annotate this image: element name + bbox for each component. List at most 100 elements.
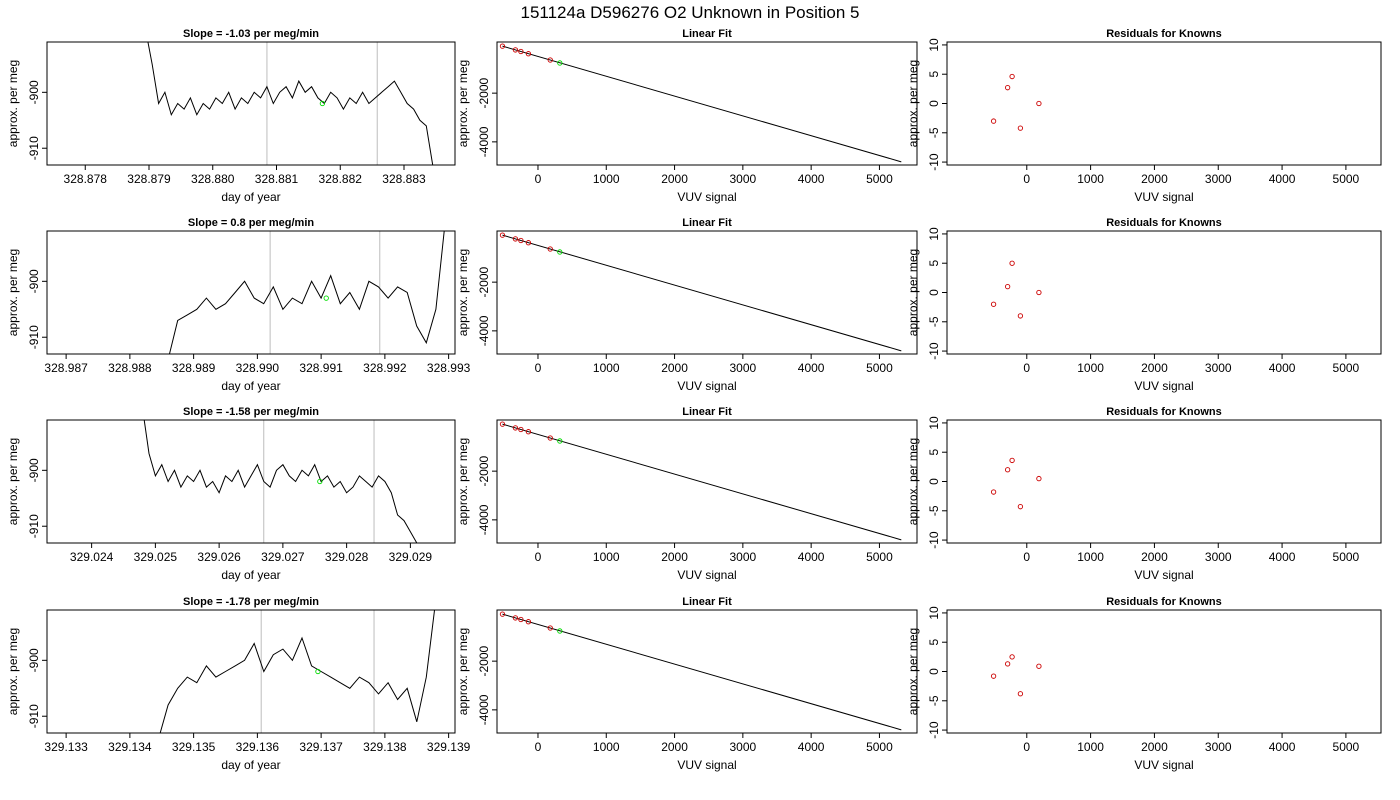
x-axis-label: day of year bbox=[221, 379, 280, 393]
plot-area bbox=[990, 654, 1042, 697]
panels: Slope = -1.03 per meg/min 328.878 328.879 3… bbox=[6, 28, 1382, 772]
y-tick-label: -5 bbox=[927, 316, 941, 327]
y-tick-label: 10 bbox=[927, 416, 941, 430]
plot-area bbox=[499, 611, 902, 731]
x-tick-label: 329.029 bbox=[389, 550, 433, 564]
x-tick-label: 328.992 bbox=[363, 361, 407, 375]
x-tick-label: 2000 bbox=[661, 172, 688, 186]
x-tick-label: 328.882 bbox=[319, 172, 363, 186]
x-tick-label: 1000 bbox=[593, 361, 620, 375]
x-tick-label: 4000 bbox=[798, 361, 825, 375]
x-tick-label: 0 bbox=[535, 740, 542, 754]
panel-r0-c0: Slope = -1.03 per meg/min 328.878 328.879 3… bbox=[6, 28, 456, 204]
x-axis-label: VUV signal bbox=[677, 190, 736, 204]
panel-r0-c2: Residuals for Knowns 0 1000 2000 3000 4000 500… bbox=[906, 28, 1382, 204]
x-tick-label: 4000 bbox=[798, 172, 825, 186]
series-line bbox=[159, 610, 436, 733]
x-tick-label: 4000 bbox=[1269, 172, 1296, 186]
panel-title: Slope = -1.78 per meg/min bbox=[183, 596, 319, 608]
known-point bbox=[1017, 691, 1024, 697]
panel-title: Slope = -1.03 per meg/min bbox=[183, 28, 319, 40]
panel-r2-c1: Linear Fit 0 1000 2000 3000 4000 5000 -2000 -400… bbox=[456, 406, 918, 582]
x-tick-label: 1000 bbox=[1077, 740, 1104, 754]
x-axis-label: VUV signal bbox=[1134, 758, 1193, 772]
x-tick-label: 328.879 bbox=[127, 172, 171, 186]
plot-area bbox=[499, 421, 902, 541]
panel-title: Residuals for Knowns bbox=[1106, 28, 1222, 40]
x-tick-label: 2000 bbox=[1141, 361, 1168, 375]
y-tick-label: 10 bbox=[927, 606, 941, 620]
x-tick-label: 328.991 bbox=[299, 361, 343, 375]
x-tick-label: 328.881 bbox=[255, 172, 299, 186]
plot-area bbox=[499, 43, 902, 163]
unknown-point bbox=[557, 249, 563, 255]
panel-r2-c2: Residuals for Knowns 0 1000 2000 3000 4000 500… bbox=[906, 406, 1382, 582]
panel-r3-c0: Slope = -1.78 per meg/min 329.133 329.134 3… bbox=[6, 596, 471, 772]
unknown-point bbox=[557, 628, 563, 634]
y-axis-label: approx. per meg bbox=[6, 60, 20, 147]
y-axis-label: approx. per meg bbox=[456, 438, 470, 525]
y-tick-label: -4000 bbox=[477, 504, 491, 535]
panel-title: Slope = 0.8 per meg/min bbox=[188, 217, 315, 229]
x-tick-label: 1000 bbox=[593, 550, 620, 564]
plot-frame bbox=[496, 419, 918, 544]
y-axis-label: approx. per meg bbox=[456, 60, 470, 147]
x-tick-label: 329.024 bbox=[70, 550, 114, 564]
y-axis-label: approx. per meg bbox=[906, 438, 920, 525]
plot-frame bbox=[496, 230, 918, 355]
x-tick-label: 0 bbox=[1023, 361, 1030, 375]
panel-r1-c2: Residuals for Knowns 0 1000 2000 3000 4000 500… bbox=[906, 217, 1382, 393]
plot-frame bbox=[46, 609, 456, 734]
known-point bbox=[1036, 289, 1042, 296]
known-point bbox=[1009, 654, 1015, 660]
x-tick-label: 328.883 bbox=[382, 172, 426, 186]
known-point bbox=[525, 240, 532, 246]
plot-frame bbox=[946, 419, 1382, 544]
x-tick-label: 3000 bbox=[730, 361, 757, 375]
plot-frame bbox=[496, 609, 918, 734]
y-axis-label: approx. per meg bbox=[6, 249, 20, 336]
plot-frame bbox=[946, 230, 1382, 355]
x-tick-label: 0 bbox=[1023, 550, 1030, 564]
x-tick-label: 3000 bbox=[730, 550, 757, 564]
known-point bbox=[547, 625, 553, 631]
x-axis-label: day of year bbox=[221, 190, 280, 204]
known-point bbox=[499, 232, 506, 238]
x-tick-label: 1000 bbox=[593, 740, 620, 754]
y-tick-label: 10 bbox=[927, 38, 941, 52]
x-tick-label: 0 bbox=[535, 550, 542, 564]
plot-area bbox=[499, 232, 902, 352]
panel-title: Slope = -1.58 per meg/min bbox=[183, 406, 319, 418]
y-tick-label: -5 bbox=[927, 127, 941, 138]
x-tick-label: 329.028 bbox=[325, 550, 369, 564]
x-tick-label: 5000 bbox=[1333, 740, 1360, 754]
plot-area bbox=[168, 231, 445, 354]
known-point bbox=[1009, 457, 1015, 464]
y-tick-label: -900 bbox=[27, 648, 41, 672]
panel-r3-c2: Residuals for Knowns 0 1000 2000 3000 4000 500… bbox=[906, 596, 1382, 772]
x-axis-label: VUV signal bbox=[677, 379, 736, 393]
x-tick-label: 5000 bbox=[1333, 550, 1360, 564]
known-point bbox=[518, 426, 524, 433]
known-point bbox=[525, 51, 532, 57]
known-point bbox=[1017, 504, 1024, 510]
x-tick-label: 1000 bbox=[1077, 550, 1104, 564]
plot-area bbox=[990, 457, 1042, 510]
series-line bbox=[143, 420, 418, 543]
y-tick-label: 10 bbox=[927, 227, 941, 241]
known-point bbox=[518, 237, 524, 244]
x-axis-label: VUV signal bbox=[677, 568, 736, 582]
x-tick-label: 5000 bbox=[1333, 361, 1360, 375]
x-tick-label: 328.990 bbox=[236, 361, 280, 375]
y-axis-label: approx. per meg bbox=[906, 249, 920, 336]
y-tick-label: 5 bbox=[927, 260, 941, 267]
y-axis-label: approx. per meg bbox=[456, 249, 470, 336]
x-tick-label: 0 bbox=[535, 361, 542, 375]
x-tick-label: 3000 bbox=[730, 172, 757, 186]
plot-area bbox=[990, 73, 1042, 131]
x-tick-label: 328.988 bbox=[108, 361, 152, 375]
y-axis-label: approx. per meg bbox=[6, 628, 20, 715]
known-point bbox=[1036, 663, 1042, 669]
x-tick-label: 3000 bbox=[1205, 550, 1232, 564]
plot-frame bbox=[946, 41, 1382, 166]
